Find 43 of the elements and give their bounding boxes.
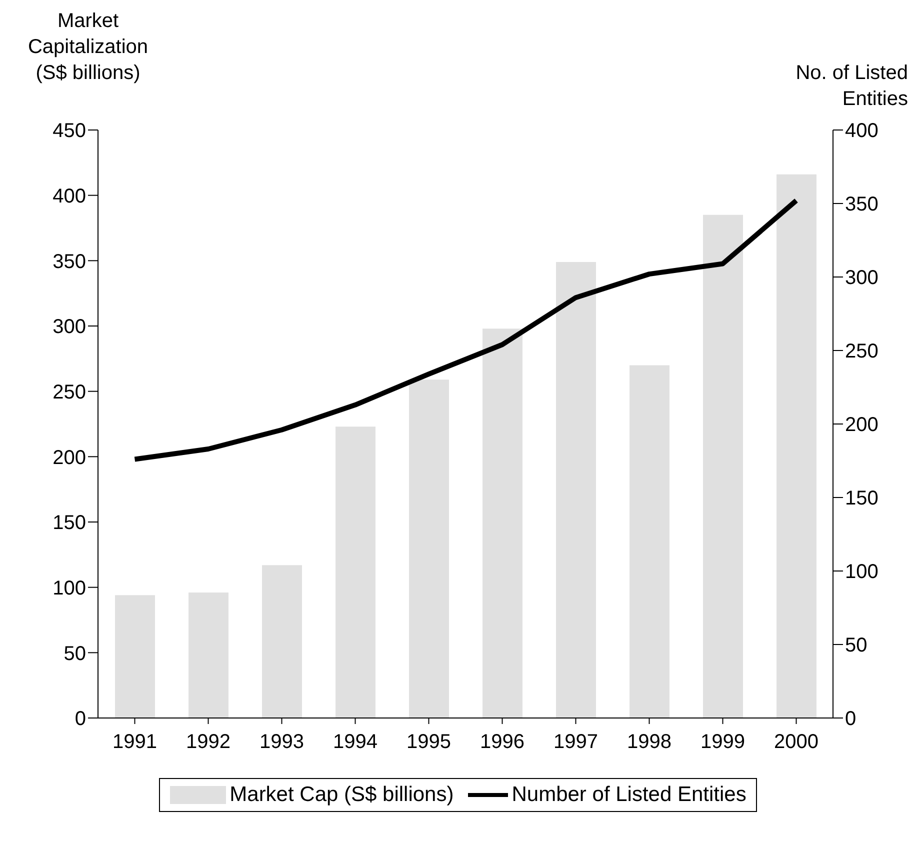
- bar: [336, 426, 376, 718]
- y-tick-label: 50: [64, 642, 86, 665]
- bar: [630, 365, 670, 718]
- y-tick-label: 200: [52, 446, 86, 469]
- y2-tick-label: 200: [845, 414, 878, 436]
- x-tick-label: 1995: [406, 731, 451, 754]
- legend-label: Market Cap (S$ billions): [230, 783, 454, 807]
- y-tick-label: 100: [52, 577, 86, 600]
- y2-tick-label: 150: [845, 488, 878, 510]
- y2-tick-label: 100: [845, 561, 878, 584]
- bar: [703, 214, 743, 718]
- y-tick-label: 250: [52, 381, 86, 404]
- y-tick-label: 150: [52, 512, 86, 534]
- y2-tick-label: 350: [845, 194, 878, 216]
- x-tick-label: 1999: [700, 731, 745, 754]
- legend-label: Number of Listed Entities: [512, 783, 746, 807]
- x-tick-label: 1997: [554, 731, 598, 754]
- y2-axis-title: No. of Listed Entities: [794, 61, 908, 112]
- y-tick-label: 0: [74, 708, 86, 730]
- y2-tick-label: 300: [845, 267, 878, 290]
- y-axis-title: Market Capitalization (S$ billions): [26, 9, 150, 86]
- x-tick-label: 1993: [260, 731, 304, 754]
- bar: [409, 380, 449, 718]
- y2-tick-label: 50: [845, 634, 868, 657]
- x-tick-label: 1996: [480, 731, 524, 754]
- x-tick-label: 1998: [627, 731, 672, 754]
- x-tick-label: 1992: [186, 731, 230, 754]
- y-tick-label: 300: [52, 316, 86, 338]
- x-tick-label: 2000: [774, 731, 818, 754]
- y-tick-label: 450: [52, 120, 86, 142]
- bar: [776, 174, 816, 718]
- x-tick-label: 1994: [333, 731, 378, 754]
- bar: [262, 565, 302, 718]
- y2-tick-label: 0: [845, 708, 856, 730]
- bar: [115, 595, 155, 718]
- bar: [482, 328, 522, 718]
- y2-tick-label: 400: [845, 120, 878, 142]
- y-tick-label: 350: [52, 250, 86, 273]
- x-tick-label: 1991: [112, 731, 157, 754]
- y-tick-label: 400: [52, 185, 86, 208]
- bar: [188, 592, 228, 718]
- y2-tick-label: 250: [845, 340, 878, 363]
- bar: [556, 262, 596, 718]
